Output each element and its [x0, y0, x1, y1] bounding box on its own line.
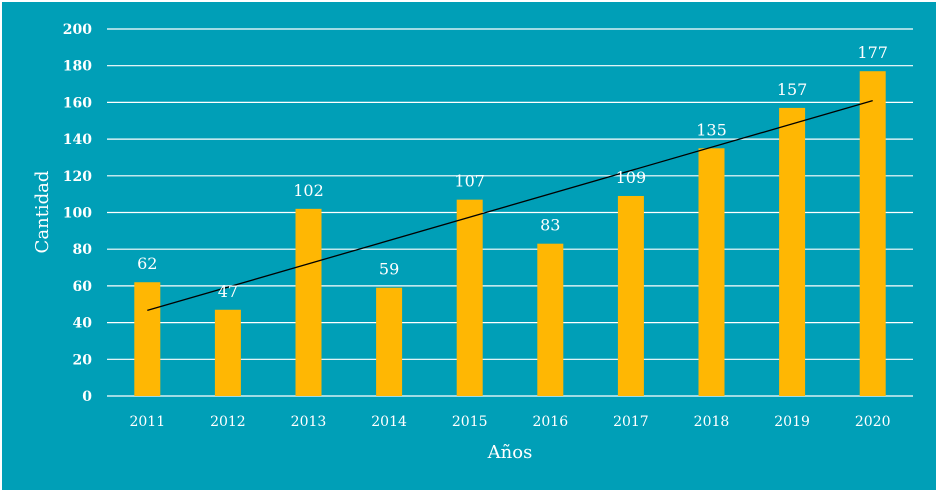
data-label: 107 — [454, 172, 485, 191]
x-tick-label: 2014 — [371, 414, 407, 430]
x-tick-label: 2017 — [613, 414, 649, 430]
bar-2012 — [214, 309, 241, 396]
y-tick-label: 100 — [63, 206, 92, 222]
x-tick-label: 2016 — [532, 414, 568, 430]
y-tick-label: 120 — [63, 169, 92, 185]
y-tick-label: 180 — [63, 59, 92, 75]
gridlines — [107, 28, 913, 397]
x-tick-label: 2018 — [694, 414, 730, 430]
y-tick-label: 60 — [73, 279, 93, 295]
y-tick-label: 40 — [73, 316, 93, 332]
x-tick-label: 2013 — [291, 414, 327, 430]
data-label: 59 — [379, 260, 399, 279]
y-tick-label: 80 — [73, 242, 93, 258]
bar-2017 — [617, 195, 644, 396]
x-tick-label: 2019 — [774, 414, 810, 430]
data-label: 157 — [777, 80, 808, 99]
x-tick-label: 2012 — [210, 414, 246, 430]
bar-2020 — [859, 71, 886, 396]
y-tick-label: 200 — [63, 22, 92, 38]
bar-2013 — [295, 208, 322, 396]
bars — [134, 71, 886, 396]
y-axis-ticks: 0 20 40 60 80 100 120 140 160 180 200 — [63, 22, 92, 405]
data-label: 62 — [137, 254, 157, 273]
x-tick-label: 2011 — [129, 414, 165, 430]
bar-2016 — [537, 243, 564, 396]
data-label: 135 — [696, 120, 727, 139]
data-label: 109 — [616, 168, 647, 187]
data-label: 102 — [293, 181, 324, 200]
data-label: 47 — [218, 282, 238, 301]
x-axis-ticks: 2011 2012 2013 2014 2015 2016 2017 2018 2019 2020 — [129, 414, 890, 430]
bar-2014 — [376, 287, 403, 396]
y-tick-label: 140 — [63, 132, 92, 148]
bar-2011 — [134, 282, 161, 396]
data-label: 83 — [540, 216, 560, 235]
data-label: 177 — [857, 43, 888, 62]
y-axis-title: Cantidad — [32, 171, 53, 254]
data-labels: 62 47 102 59 107 83 109 135 157 177 — [137, 43, 888, 301]
x-axis-title: Años — [487, 442, 533, 463]
bar-2015 — [456, 199, 483, 396]
x-tick-label: 2020 — [855, 414, 891, 430]
bar-2019 — [779, 107, 806, 396]
y-tick-label: 160 — [63, 95, 92, 111]
y-tick-label: 20 — [73, 352, 93, 368]
trendline — [147, 100, 873, 312]
y-tick-label: 0 — [82, 389, 92, 405]
trendline-linear — [147, 100, 873, 312]
x-tick-label: 2015 — [452, 414, 488, 430]
bar-2018 — [698, 148, 725, 396]
